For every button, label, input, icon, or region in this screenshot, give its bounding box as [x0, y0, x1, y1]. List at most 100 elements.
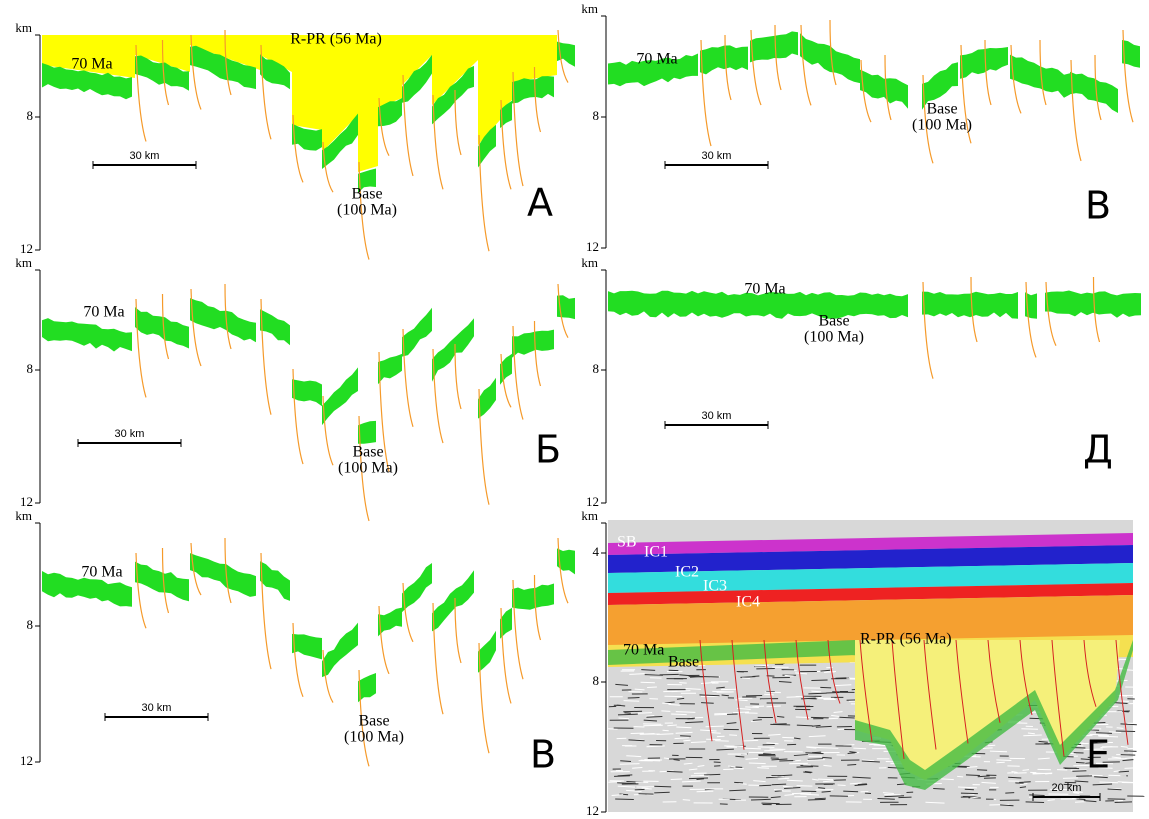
seismic-trace [1083, 800, 1097, 803]
seismic-trace [996, 761, 1005, 764]
seismic-trace [811, 716, 829, 719]
seismic-trace [1124, 750, 1137, 752]
yellow-fill [432, 35, 478, 105]
horizon-band [358, 420, 376, 444]
horizon-band [478, 377, 496, 419]
fault [987, 639, 1001, 723]
fault [358, 415, 370, 522]
seismic-trace [777, 715, 785, 718]
scale-bar-label: 30 km [702, 150, 732, 162]
horizon-band [292, 379, 322, 407]
fault [800, 24, 812, 106]
seismic-trace [705, 725, 724, 728]
seismic-trace [752, 705, 765, 708]
seismic-trace [792, 792, 811, 795]
seismic-trace [729, 734, 738, 736]
seismic-trace [752, 675, 760, 678]
fault [860, 59, 872, 123]
top-horizon-label: R-PR (56 Ma) [290, 31, 382, 48]
seismic-trace [688, 768, 698, 771]
seismic-trace [852, 776, 871, 779]
seismic-trace [820, 669, 831, 672]
seismic-trace [1000, 804, 1014, 807]
seismic-trace [800, 764, 819, 767]
seismic-trace [834, 684, 852, 687]
axis-unit: km [581, 1, 598, 16]
horizon-band [260, 561, 290, 601]
seismic-trace [745, 706, 759, 708]
seismic-trace [771, 758, 788, 761]
seismic-trace [646, 745, 665, 748]
seismic-trace [682, 799, 691, 801]
seismic-trace [637, 712, 653, 714]
seismic-trace [1073, 792, 1080, 794]
seismic-trace [699, 694, 720, 697]
seismic-trace [643, 719, 657, 722]
horizon-band [358, 168, 376, 193]
seismic-trace [700, 729, 717, 732]
seismic-trace [640, 681, 655, 684]
seismic-trace [654, 785, 672, 788]
axis-unit: km [15, 20, 32, 35]
scale-bar-label: 30 km [115, 428, 145, 440]
seismic-trace [668, 703, 681, 706]
base-age-label: (100 Ma) [912, 117, 972, 134]
fault [292, 368, 304, 465]
horizon-label: 70 Ma [83, 304, 124, 321]
fault [731, 639, 745, 750]
seismic-trace [1096, 732, 1112, 734]
horizon-label: 70 Ma [81, 564, 122, 581]
layer-label: IC1 [644, 544, 668, 561]
seismic-trace [1074, 780, 1089, 783]
seismic-trace [1089, 733, 1108, 736]
scale-bar-label: 20 km [1052, 782, 1082, 794]
fault [1019, 639, 1033, 716]
seismic-trace [1114, 801, 1133, 803]
seismic-trace [966, 766, 978, 768]
base-label: Base [358, 713, 389, 730]
seismic-trace [818, 778, 836, 781]
horizon-band [1122, 40, 1140, 68]
horizon-band [432, 65, 474, 125]
tick-label: 12 [586, 803, 599, 818]
horizon-band [478, 630, 496, 673]
seismic-trace [671, 713, 687, 716]
seismic-trace [1085, 762, 1093, 764]
horizon-band [378, 353, 402, 385]
seismic-trace [1108, 774, 1127, 777]
seismic-trace [673, 758, 680, 761]
layer-label: IC2 [675, 564, 699, 581]
horizon-band [135, 307, 189, 349]
tick-label: 12 [586, 239, 599, 254]
seismic-trace [761, 802, 780, 805]
horizon-band [260, 54, 290, 90]
fault [859, 639, 873, 742]
fault [378, 351, 390, 472]
seismic-trace [682, 780, 701, 783]
seismic-trace [839, 716, 855, 719]
tick-label: 12 [20, 494, 33, 509]
horizon-band [512, 583, 554, 610]
fault [512, 71, 524, 187]
seismic-trace [837, 728, 845, 731]
seismic-trace [728, 765, 736, 768]
tick-label: 12 [20, 753, 33, 768]
seismic-trace [626, 755, 642, 758]
seismic-trace [1092, 783, 1113, 786]
fault [1010, 44, 1022, 114]
seismic-trace [803, 771, 812, 774]
panel-label: А [527, 181, 553, 225]
horizon-band [750, 31, 798, 63]
seismic-trace [820, 686, 832, 689]
seismic-trace [643, 724, 663, 727]
seismic-trace [1114, 702, 1130, 705]
seismic-trace [735, 755, 745, 758]
seismic-trace [676, 726, 692, 729]
fault [557, 283, 569, 338]
seismic-trace [734, 781, 744, 784]
seismic-trace [847, 752, 856, 755]
fault [970, 276, 978, 343]
seismic-trace [700, 681, 715, 684]
seismic-trace [699, 774, 709, 777]
seismic-trace [683, 739, 691, 742]
